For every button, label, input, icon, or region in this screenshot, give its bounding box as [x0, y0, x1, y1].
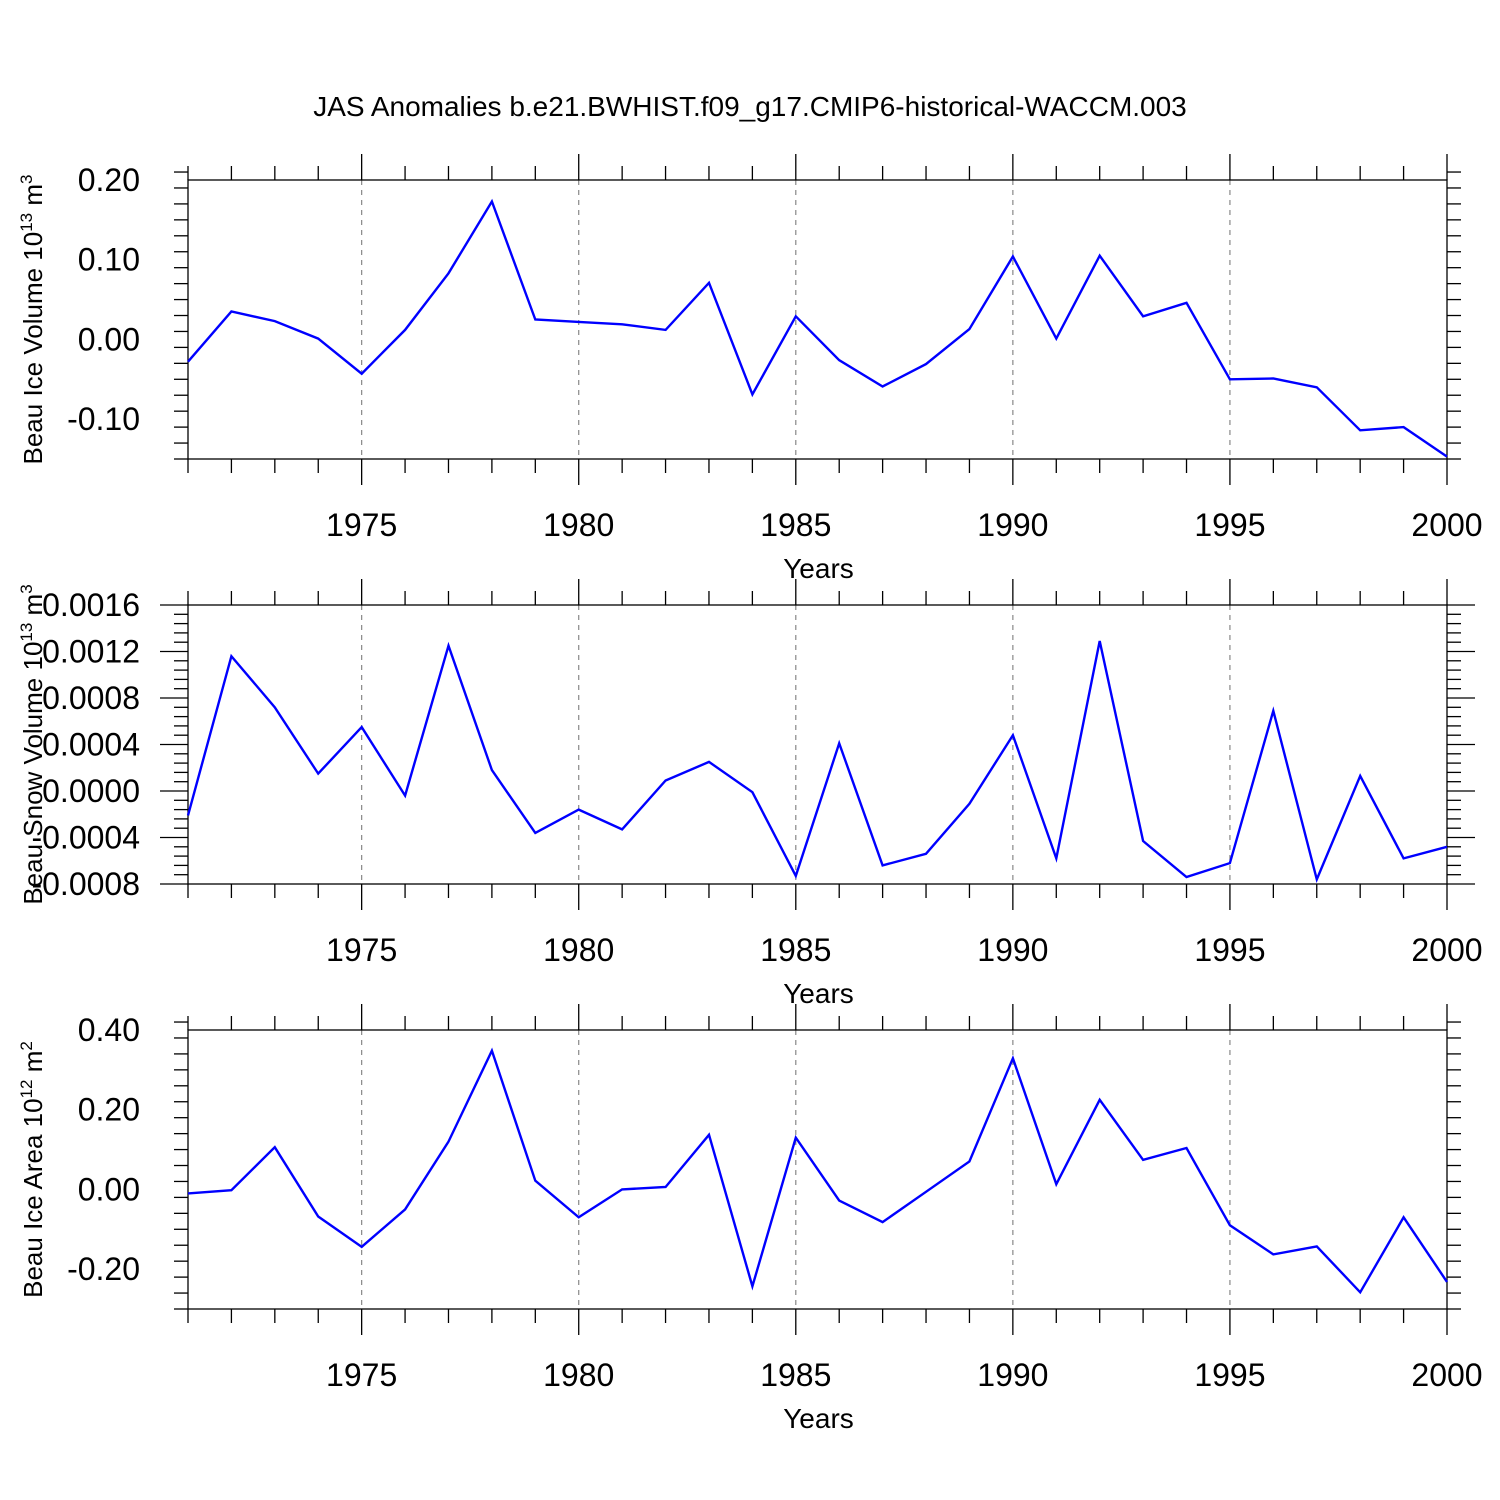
x-tick-label: 1990 — [977, 1357, 1048, 1393]
plot-frame — [187, 1029, 1448, 1310]
plot-frame — [187, 179, 1448, 460]
x-tick-label: 1980 — [543, 932, 614, 968]
x-axis-label: Years — [783, 553, 854, 584]
y-tick-label: 0.0004 — [42, 727, 140, 763]
y-axis-label: Beau Ice Area 1012 m2 — [17, 1041, 48, 1298]
x-tick-label: 1995 — [1194, 1357, 1265, 1393]
y-tick-label: 0.0008 — [42, 680, 140, 716]
x-tick-label: 1985 — [760, 1357, 831, 1393]
y-tick-label: 0.0000 — [42, 773, 140, 809]
y-label-text: Beau Snow Volume 10 — [18, 642, 48, 905]
y-tick-label: 0.10 — [78, 242, 140, 278]
panel-ice-area: 0.40 0.20 0.00 -0.20 1975 1980 1985 1990 1995 200… — [17, 1004, 1483, 1434]
x-tick-label: 2000 — [1411, 1357, 1482, 1393]
y-tick-label: 0.20 — [78, 1092, 140, 1128]
y-label-exponent: 13 — [17, 213, 36, 232]
y-tick-label: 0.0012 — [42, 634, 140, 670]
chart-title: JAS Anomalies b.e21.BWHIST.f09_g17.CMIP6… — [313, 91, 1187, 122]
x-tick-label: 1985 — [760, 932, 831, 968]
y-label-unit-exponent: 2 — [17, 1041, 36, 1050]
y-tick-label: -0.20 — [67, 1251, 140, 1287]
x-tick-label: 1980 — [543, 507, 614, 543]
y-label-unit: m — [18, 594, 48, 623]
x-tick-label: 1980 — [543, 1357, 614, 1393]
x-tick-label: 1995 — [1194, 932, 1265, 968]
y-tick-label: -0.10 — [67, 401, 140, 437]
y-label-unit: m — [18, 1051, 48, 1080]
x-tick-label: 1990 — [977, 507, 1048, 543]
x-axis-label: Years — [783, 978, 854, 1009]
series-line — [186, 640, 1448, 884]
y-label-text: Beau Ice Area 10 — [18, 1098, 48, 1297]
x-tick-label: 1975 — [326, 932, 397, 968]
x-tick-label: 1995 — [1194, 507, 1265, 543]
y-tick-label: 0.0016 — [42, 587, 140, 623]
series-line — [187, 1047, 1448, 1295]
y-tick-label: -0.0004 — [31, 820, 140, 856]
x-axis-label: Years — [783, 1403, 854, 1434]
y-label-text: Beau Ice Volume 10 — [18, 232, 48, 465]
y-label-exponent: 12 — [17, 1079, 36, 1098]
x-tick-label: 2000 — [1411, 507, 1482, 543]
panel-snow-volume: 0.0016 0.0012 0.0008 0.0004 0.0000 -0.0004 -0.… — [17, 579, 1483, 1009]
y-tick-label: 0.20 — [78, 162, 140, 198]
y-label-unit: m — [18, 184, 48, 213]
y-label-exponent: 13 — [17, 623, 36, 642]
x-tick-label: 1975 — [326, 507, 397, 543]
y-label-unit-exponent: 3 — [17, 175, 36, 184]
y-tick-label: 0.00 — [78, 1171, 140, 1207]
x-tick-label: 1975 — [326, 1357, 397, 1393]
panel-ice-volume: 0.20 0.10 0.00 -0.10 1975 1980 1985 1990 1995 200… — [17, 154, 1483, 584]
plot-frame — [187, 604, 1448, 885]
x-tick-label: 2000 — [1411, 932, 1482, 968]
x-tick-label: 1985 — [760, 507, 831, 543]
y-axis-label: Beau Ice Volume 1013 m3 — [17, 175, 48, 465]
series-line — [187, 198, 1448, 458]
y-tick-label: -0.0008 — [31, 866, 140, 902]
x-tick-label: 1990 — [977, 932, 1048, 968]
y-axis-label: Beau Snow Volume 1013 m3 — [17, 584, 48, 904]
y-label-unit-exponent: 3 — [17, 584, 36, 593]
y-tick-label: 0.40 — [78, 1012, 140, 1048]
y-tick-label: 0.00 — [78, 321, 140, 357]
